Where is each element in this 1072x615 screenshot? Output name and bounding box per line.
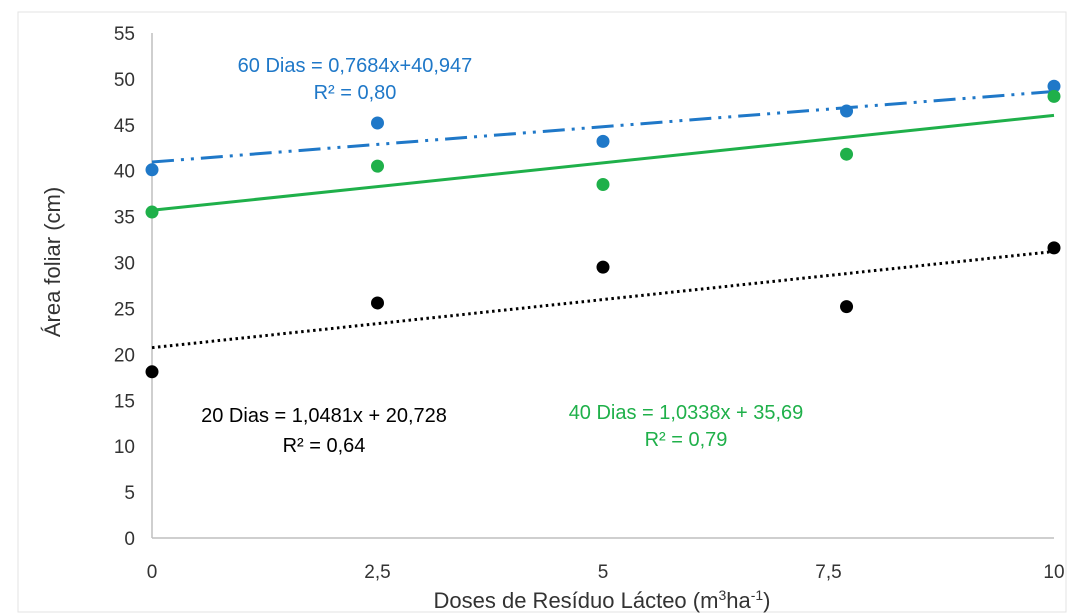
data-point-d60 <box>1047 79 1061 93</box>
trendline-d20 <box>151 249 1055 350</box>
y-tick-label: 45 <box>114 116 135 137</box>
r2-20-dias: R² = 0,64 <box>283 435 366 457</box>
x-tick-label: 2,5 <box>364 562 390 583</box>
x-tick-label: 0 <box>147 562 158 583</box>
y-axis-title: Área foliar (cm) <box>40 187 65 337</box>
y-tick-label: 0 <box>124 529 135 550</box>
equation-60-dias: 60 Dias = 0,7684x+40,947 <box>238 55 473 77</box>
x-tick-label: 10 <box>1043 562 1064 583</box>
r2-40-dias: R² = 0,79 <box>645 429 728 451</box>
trendlines <box>151 89 1055 350</box>
x-tick-label: 7,5 <box>815 562 841 583</box>
data-point-d60 <box>596 134 610 148</box>
data-point-d20 <box>596 260 610 274</box>
y-tick-label: 50 <box>114 70 135 91</box>
data-point-d60 <box>371 116 384 130</box>
x-axis-title-main: Doses de Resíduo Lácteo (m <box>434 588 719 613</box>
y-axis-ticks: 0 5 10 15 20 25 30 35 40 45 50 55 <box>114 24 135 550</box>
y-tick-label: 10 <box>114 437 135 458</box>
data-point-d40 <box>371 159 384 173</box>
y-tick-label: 5 <box>124 483 135 504</box>
y-tick-label: 30 <box>114 254 135 275</box>
data-point-d40 <box>596 178 610 191</box>
trendline-d40 <box>151 113 1055 212</box>
y-tick-label: 55 <box>114 24 135 45</box>
x-axis-title-mid: ha <box>726 588 751 613</box>
trendline-d60 <box>151 89 1055 164</box>
data-point-d60 <box>840 104 854 118</box>
y-tick-label: 15 <box>114 391 135 412</box>
x-axis-title: Doses de Resíduo Lácteo (m3ha-1) <box>434 587 771 613</box>
data-point-d20 <box>145 365 159 379</box>
y-tick-label: 20 <box>114 345 135 366</box>
equation-40-dias: 40 Dias = 1,0338x + 35,69 <box>569 402 804 424</box>
data-point-d60 <box>145 163 159 177</box>
y-tick-label: 25 <box>114 299 135 320</box>
x-axis-title-sup2: -1 <box>751 587 764 603</box>
data-point-d20 <box>1047 241 1061 255</box>
y-tick-label: 35 <box>114 208 135 229</box>
r2-60-dias: R² = 0,80 <box>314 82 397 104</box>
x-axis-ticks: 0 2,5 5 7,5 10 <box>147 562 1065 583</box>
data-point-d40 <box>1047 89 1061 103</box>
x-axis-title-sup1: 3 <box>718 587 726 603</box>
data-points <box>145 79 1061 379</box>
y-tick-label: 40 <box>114 162 135 183</box>
equation-20-dias: 20 Dias = 1,0481x + 20,728 <box>201 405 447 427</box>
data-point-d20 <box>840 300 854 314</box>
data-point-d40 <box>840 147 854 161</box>
data-point-d40 <box>145 205 159 219</box>
x-axis-title-end: ) <box>763 588 770 613</box>
chart-frame <box>17 11 1067 613</box>
x-tick-label: 5 <box>598 562 609 583</box>
data-point-d20 <box>371 296 384 310</box>
